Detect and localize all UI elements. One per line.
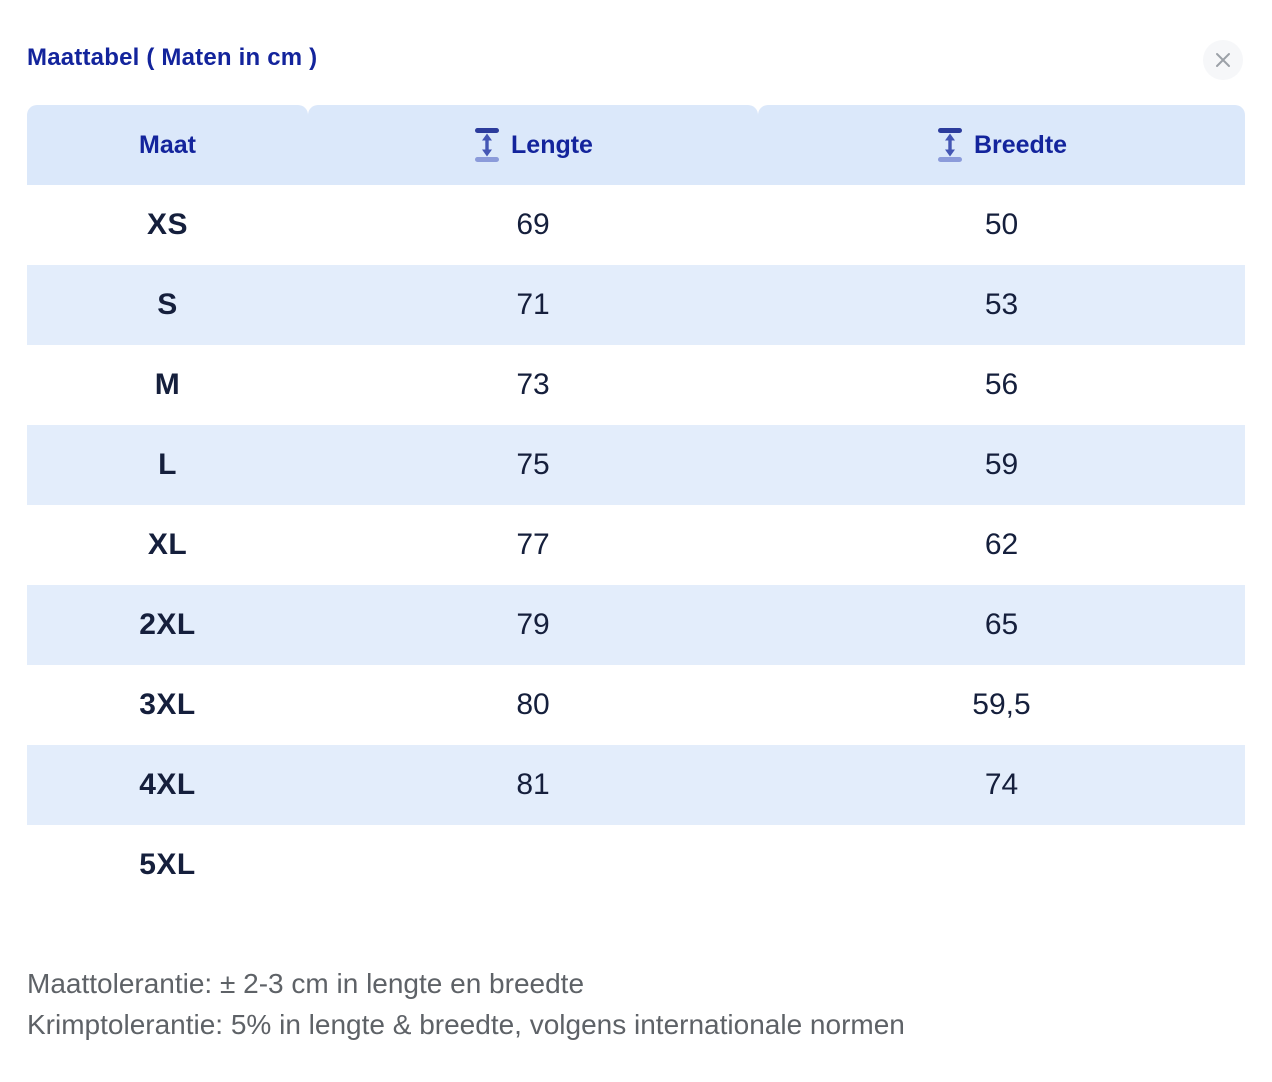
- breedte-value: 62: [984, 528, 1019, 561]
- table-row: 4XL 81 74: [27, 745, 1245, 825]
- lengte-value: 71: [516, 288, 550, 321]
- size-label: L: [158, 448, 177, 481]
- breedte-value: 74: [984, 768, 1019, 801]
- column-header-label: Lengte: [511, 130, 593, 159]
- lengte-value: 80: [516, 688, 550, 721]
- table-row: S 71 53: [27, 265, 1245, 345]
- column-header-maat: Maat: [27, 105, 308, 185]
- size-tolerance-note: Maattolerantie: ± 2-3 cm in lengte en br…: [27, 968, 585, 999]
- table-row: 2XL 79 65: [27, 585, 1245, 665]
- size-label: 3XL: [139, 688, 196, 721]
- lengte-value: 77: [516, 528, 550, 561]
- table-row: 5XL: [27, 825, 1245, 905]
- lengte-value: [308, 825, 758, 905]
- size-table: Maat Lengte Breedte: [27, 105, 1245, 905]
- column-header-lengte: Lengte: [308, 105, 758, 185]
- size-label: M: [154, 368, 181, 401]
- size-label: XS: [146, 208, 189, 241]
- lengte-value: 73: [516, 368, 550, 401]
- breedte-value: 53: [984, 288, 1019, 321]
- table-row: XL 77 62: [27, 505, 1245, 585]
- footer-notes: Maattolerantie: ± 2-3 cm in lengte en br…: [27, 963, 905, 1045]
- lengte-value: 81: [516, 768, 550, 801]
- height-measure-icon: [473, 127, 501, 163]
- column-header-label: Breedte: [973, 130, 1068, 159]
- breedte-value: 50: [984, 208, 1019, 241]
- lengte-value: 75: [516, 448, 550, 481]
- height-measure-icon: [936, 127, 964, 163]
- table-row: L 75 59: [27, 425, 1245, 505]
- size-label: XL: [147, 528, 188, 561]
- page-title: Maattabel ( Maten in cm ): [27, 44, 318, 71]
- breedte-value: 59,5: [972, 688, 1031, 721]
- breedte-value: 65: [984, 608, 1019, 641]
- lengte-value: 69: [516, 208, 550, 241]
- table-row: XS 69 50: [27, 185, 1245, 265]
- close-icon: [1214, 51, 1232, 69]
- shrink-tolerance-note: Krimptolerantie: 5% in lengte & breedte,…: [27, 1009, 905, 1040]
- breedte-value: 59: [984, 448, 1019, 481]
- size-label: S: [157, 288, 178, 321]
- size-label: 4XL: [139, 768, 196, 801]
- table-row: M 73 56: [27, 345, 1245, 425]
- table-row: 3XL 80 59,5: [27, 665, 1245, 745]
- breedte-value: 56: [984, 368, 1019, 401]
- table-body: XS 69 50 S 71 53 M 73 56 L 75 59 XL 77 6…: [27, 185, 1245, 905]
- breedte-value: [758, 825, 1245, 905]
- table-header: Maat Lengte Breedte: [27, 105, 1245, 185]
- lengte-value: 79: [516, 608, 550, 641]
- size-label: 2XL: [139, 608, 196, 641]
- close-button[interactable]: [1203, 40, 1243, 80]
- column-header-breedte: Breedte: [758, 105, 1245, 185]
- size-label: 5XL: [139, 848, 196, 881]
- column-header-label: Maat: [139, 130, 196, 159]
